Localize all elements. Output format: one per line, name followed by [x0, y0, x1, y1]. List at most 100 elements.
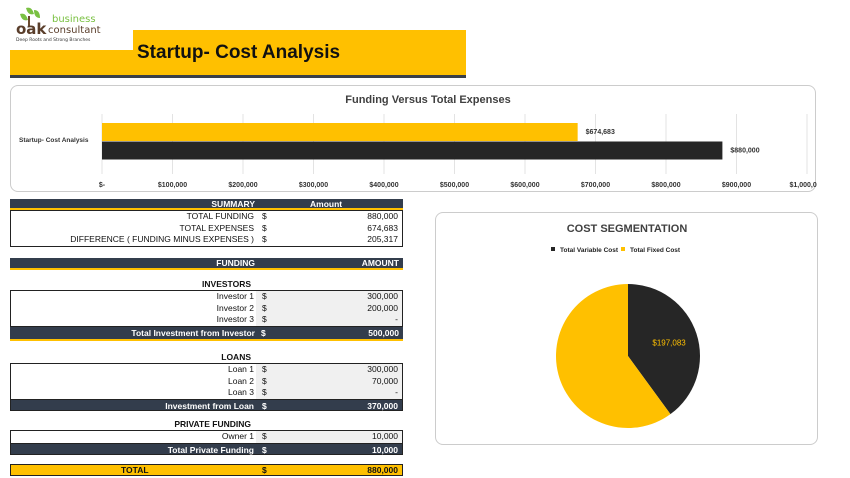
row-currency: $ — [262, 364, 267, 374]
svg-text:consultant: consultant — [48, 25, 101, 36]
legend-label: Total Variable Cost — [560, 247, 619, 254]
x-tick-label: $100,000 — [158, 182, 187, 189]
summary-header-label: SUMMARY — [211, 199, 255, 209]
row-value: 674,683 — [367, 222, 398, 233]
total-row: Total Private Funding $10,000 — [10, 442, 403, 455]
row-currency: $ — [262, 291, 267, 301]
bar — [102, 123, 578, 141]
grand-total-currency: $ — [262, 465, 267, 475]
row-value: 300,000 — [367, 291, 398, 301]
row-currency: $ — [262, 314, 267, 324]
row-currency: $ — [262, 222, 267, 233]
table-row: Investor 1 $300,000 — [11, 291, 402, 303]
legend-swatch — [621, 247, 625, 251]
legend-label: Total Fixed Cost — [630, 247, 681, 254]
bar-chart-svg: Funding Versus Total Expenses $- $100,000… — [19, 94, 825, 189]
funding-header: FUNDING AMOUNT — [10, 258, 403, 270]
x-tick-label: $700,000 — [581, 182, 610, 189]
pie-chart-title: COST SEGMENTATION — [567, 223, 688, 235]
row-currency: $ — [262, 375, 267, 386]
x-tick-label: $800,000 — [651, 182, 680, 189]
pie-slice — [556, 284, 671, 428]
row-currency: $ — [262, 234, 267, 244]
row-value: 200,000 — [367, 302, 398, 313]
x-tick-label: $- — [99, 182, 106, 189]
table-row: Owner 1 $10,000 — [11, 431, 402, 443]
summary-table: SUMMARY Amount TOTAL FUNDING $880,000 TOTA… — [10, 199, 403, 247]
cost-segmentation-chart: COST SEGMENTATION $197,083 Total Variable… — [435, 212, 818, 445]
funding-header-label: FUNDING — [216, 258, 255, 268]
row-value: 205,317 — [367, 234, 398, 244]
row-currency: $ — [262, 302, 267, 313]
table-row: TOTAL FUNDING $880,000 — [11, 211, 402, 223]
row-value: 300,000 — [367, 364, 398, 374]
total-row: Total Investment from Investor $500,000 — [10, 326, 403, 341]
grand-total-label: TOTAL — [121, 465, 149, 475]
pie-slice — [628, 284, 700, 415]
table-row: TOTAL EXPENSES $674,683 — [11, 223, 402, 235]
total-row: Investment from Loan $370,000 — [10, 398, 403, 411]
summary-header: SUMMARY Amount — [10, 199, 403, 210]
row-value: 70,000 — [372, 375, 398, 386]
bar-chart-title: Funding Versus Total Expenses — [345, 94, 510, 106]
funding-vs-expenses-chart: Funding Versus Total Expenses $- $100,000… — [10, 85, 825, 192]
row-value: 880,000 — [367, 211, 398, 221]
x-tick-label: $1,000,000 — [789, 182, 817, 189]
loans-table: Loan 1 $300,000 Loan 2 $70,000 Loan 3 $ - Inves… — [10, 363, 403, 411]
title-underline — [10, 75, 466, 78]
amount-header-label: Amount — [310, 199, 343, 209]
total-value: 500,000 — [368, 327, 399, 338]
x-tick-label: $200,000 — [228, 182, 257, 189]
row-label: Investor 3 — [216, 314, 254, 324]
x-tick-label: $400,000 — [369, 182, 398, 189]
pie-chart-svg: COST SEGMENTATION $197,083 Total Variable… — [551, 223, 700, 428]
row-label: Investor 2 — [216, 302, 254, 313]
page-title: Startup- Cost Analysis — [137, 42, 341, 63]
row-label: Loan 2 — [228, 375, 254, 386]
table-row: Loan 3 $ - — [11, 387, 402, 399]
svg-text:Deep Roots and Strong Branches: Deep Roots and Strong Branches — [16, 37, 91, 43]
total-value: 370,000 — [367, 400, 398, 411]
title-banner-top — [133, 30, 466, 75]
row-label: Loan 1 — [228, 364, 254, 374]
row-label: DIFFERENCE ( FUNDING MINUS EXPENSES ) — [70, 234, 254, 244]
bar — [102, 141, 723, 160]
row-label: TOTAL FUNDING — [186, 211, 254, 221]
table-row: Investor 2 $200,000 — [11, 302, 402, 314]
funding-amount-header: AMOUNT — [361, 258, 399, 268]
row-label: Loan 3 — [228, 387, 254, 397]
bar-data-label: $674,683 — [586, 129, 615, 136]
row-value: 10,000 — [372, 431, 398, 441]
total-label: Investment from Loan — [165, 400, 254, 411]
legend-swatch — [551, 247, 555, 251]
row-label: Owner 1 — [221, 431, 254, 441]
table-row: Loan 2 $70,000 — [11, 375, 402, 387]
table-row: Loan 1 $300,000 — [11, 364, 402, 376]
row-value: - — [395, 314, 398, 324]
row-label: TOTAL EXPENSES — [179, 222, 254, 233]
bar-data-label: $880,000 — [730, 148, 759, 155]
private-table: Owner 1 $10,000 Total Private Funding $10,0… — [10, 430, 403, 455]
svg-text:oak: oak — [16, 20, 47, 38]
x-tick-label: $300,000 — [299, 182, 328, 189]
table-row: Investor 3 $ - — [11, 314, 402, 326]
grand-total-row: TOTAL $ 880,000 — [10, 464, 403, 476]
row-value: - — [395, 387, 398, 397]
grand-total-value: 880,000 — [367, 465, 398, 475]
row-currency: $ — [262, 387, 267, 397]
investors-table: Investor 1 $300,000 Investor 2 $200,000 Inve… — [10, 290, 403, 341]
total-label: Total Investment from Investor — [131, 327, 255, 338]
category-label: Startup- Cost Analysis — [19, 137, 89, 144]
x-tick-label: $500,000 — [440, 182, 469, 189]
row-currency: $ — [262, 211, 267, 221]
row-currency: $ — [262, 431, 267, 441]
total-currency: $ — [262, 444, 267, 455]
x-tick-label: $900,000 — [722, 182, 751, 189]
svg-text:business: business — [52, 14, 96, 25]
x-tick-label: $600,000 — [510, 182, 539, 189]
company-logo: oak business consultant Deep Roots and S… — [14, 6, 114, 44]
total-currency: $ — [261, 327, 266, 338]
total-value: 10,000 — [372, 444, 398, 455]
table-row: DIFFERENCE ( FUNDING MINUS EXPENSES ) $20… — [11, 234, 402, 246]
total-label: Total Private Funding — [167, 444, 254, 455]
